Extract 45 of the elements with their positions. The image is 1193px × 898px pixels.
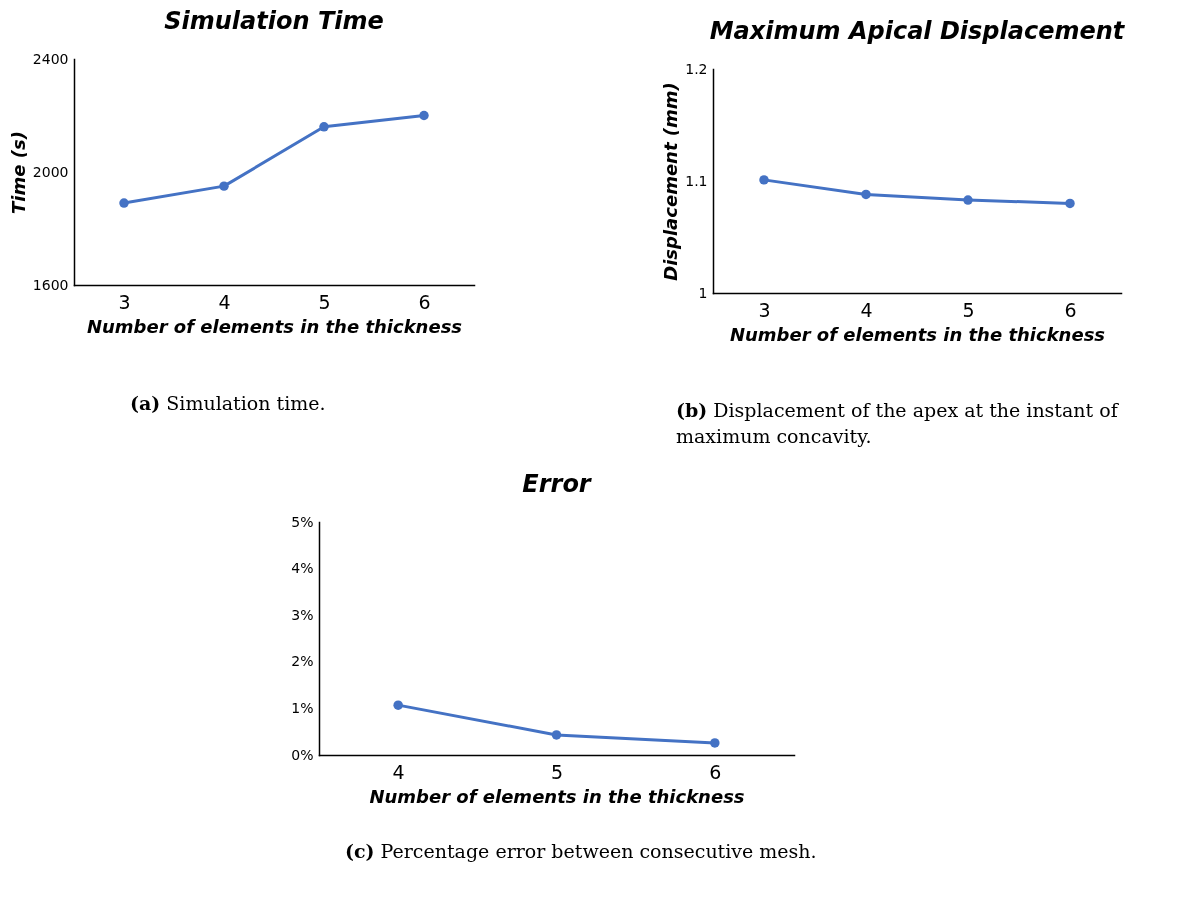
x-tick-label: 6 bbox=[709, 760, 722, 783]
x-tick-label: 3 bbox=[118, 290, 131, 313]
y-tick-label: 1.1 bbox=[685, 172, 708, 189]
x-axis-title: Number of elements in the thickness bbox=[86, 315, 463, 337]
x-tick-label: 4 bbox=[392, 760, 405, 783]
text: (a) Simulation time. bbox=[130, 391, 327, 416]
chart-title: Maximum Apical Displacement bbox=[709, 17, 1126, 45]
point bbox=[119, 198, 129, 208]
point bbox=[219, 181, 229, 191]
x-tick-label: 3 bbox=[758, 298, 771, 321]
text: (b) Displacement of the apex at the instant of maximum concavity. bbox=[676, 398, 1120, 449]
x-tick-label: 4 bbox=[860, 298, 873, 321]
y-tick-label: 1 bbox=[698, 284, 708, 301]
x-tick-label: 5 bbox=[550, 760, 564, 783]
point bbox=[759, 175, 769, 185]
y-tick-label: 4% bbox=[291, 560, 314, 577]
y-axis-title: Displacement (mm) bbox=[660, 82, 682, 281]
point bbox=[419, 110, 429, 121]
point bbox=[1065, 198, 1075, 209]
x-axis-title: Number of elements in the thickness bbox=[369, 785, 745, 807]
x-tick-label: 4 bbox=[218, 290, 231, 313]
chart-title: Error bbox=[522, 470, 593, 498]
y-tick-label: 1.2 bbox=[685, 60, 708, 77]
y-tick-label: 1600 bbox=[32, 276, 69, 293]
point bbox=[861, 189, 871, 200]
y-tick-label: 0% bbox=[291, 746, 314, 763]
y-tick-label: 3% bbox=[291, 606, 314, 623]
x-tick-label: 6 bbox=[1064, 298, 1077, 321]
y-axis-title: Time (s) bbox=[7, 131, 29, 214]
x-tick-label: 5 bbox=[318, 290, 331, 313]
point bbox=[963, 195, 973, 205]
point bbox=[393, 700, 403, 710]
y-tick-label: 5% bbox=[291, 513, 314, 530]
y-tick-label: 1% bbox=[291, 699, 314, 716]
x-tick-label: 6 bbox=[418, 290, 431, 313]
point bbox=[551, 730, 562, 740]
chart-title: Simulation Time bbox=[164, 7, 384, 35]
y-tick-label: 2400 bbox=[32, 50, 69, 67]
y-tick-label: 2000 bbox=[32, 163, 69, 180]
x-axis-title: Number of elements in the thickness bbox=[729, 323, 1106, 345]
point bbox=[319, 122, 329, 132]
text: (c) Percentage error between consecutive mesh. bbox=[345, 839, 818, 864]
point bbox=[710, 738, 720, 748]
x-tick-label: 5 bbox=[962, 298, 975, 321]
y-tick-label: 2% bbox=[291, 653, 314, 670]
